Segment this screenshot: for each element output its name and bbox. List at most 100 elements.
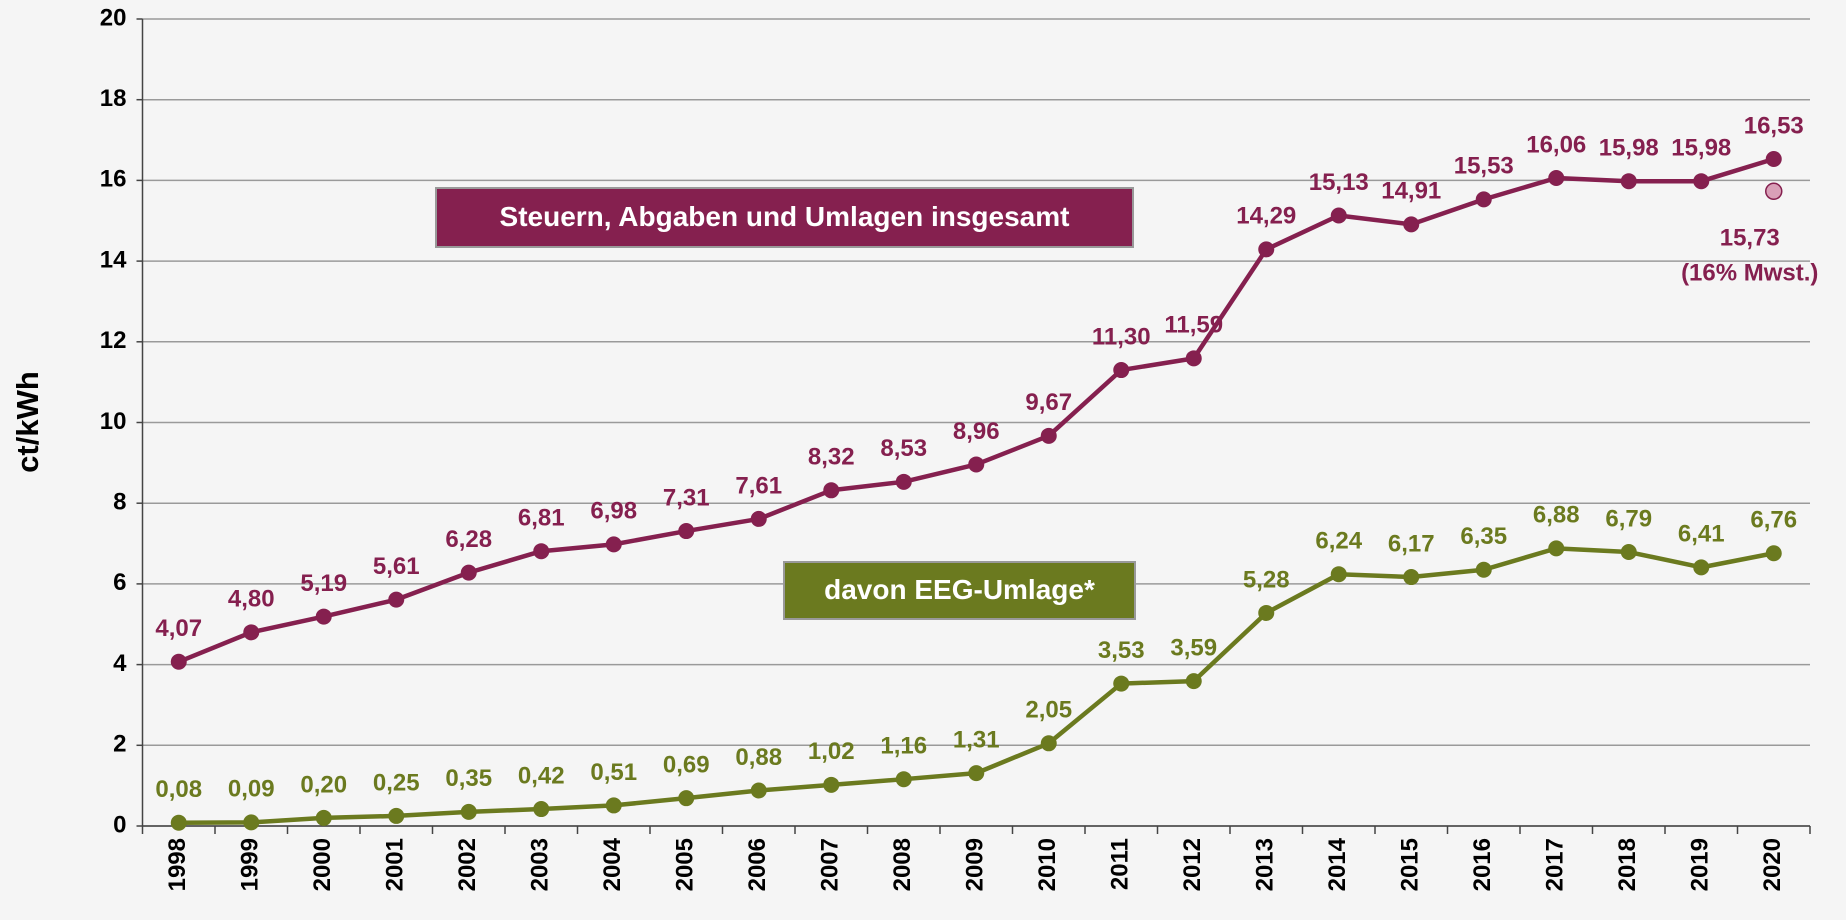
- data-point: [1620, 173, 1637, 190]
- data-label: 15,13: [1309, 169, 1369, 196]
- legend-label: davon EEG-Umlage*: [824, 574, 1095, 605]
- data-label: 5,28: [1243, 566, 1290, 593]
- data-label: 2,05: [1025, 697, 1072, 724]
- legend-box: [783, 561, 1136, 620]
- data-point: [1330, 207, 1347, 224]
- data-label: 5,61: [373, 553, 420, 580]
- data-point: [1620, 544, 1637, 561]
- data-label: 6,88: [1533, 502, 1580, 529]
- data-point: [1040, 427, 1057, 444]
- x-tick-label: 2017: [1542, 838, 1569, 891]
- data-point: [1693, 559, 1710, 576]
- data-label: 15,98: [1599, 135, 1659, 162]
- data-point: [388, 807, 405, 824]
- data-label: 14,91: [1381, 178, 1441, 205]
- x-tick-label: 2012: [1179, 838, 1206, 891]
- data-point: [895, 473, 912, 490]
- annotation-value: 15,73: [1720, 225, 1780, 252]
- data-label: 8,96: [953, 418, 1000, 445]
- data-label: 0,09: [228, 776, 275, 803]
- data-point: [1475, 561, 1492, 578]
- y-tick-label: 14: [100, 246, 127, 273]
- data-point: [750, 782, 767, 799]
- data-label: 6,35: [1460, 523, 1507, 550]
- data-label: 3,53: [1098, 637, 1145, 664]
- data-point: [1765, 151, 1782, 168]
- x-tick-label: 2002: [454, 838, 481, 891]
- x-tick-label: 2016: [1469, 838, 1496, 891]
- data-label: 16,53: [1744, 112, 1804, 139]
- x-tick-label: 2008: [889, 838, 916, 891]
- data-point: [388, 591, 405, 608]
- data-point: [1330, 566, 1347, 583]
- annotation-text: (16% Mwst.): [1681, 260, 1818, 287]
- x-tick-label: 2018: [1614, 838, 1641, 891]
- data-point: [1185, 673, 1202, 690]
- data-label: 6,24: [1315, 528, 1362, 555]
- data-point: [170, 814, 187, 831]
- y-tick-label: 16: [100, 166, 127, 193]
- y-tick-label: 2: [113, 731, 126, 758]
- x-tick-label: 2014: [1324, 837, 1351, 891]
- data-point: [460, 803, 477, 820]
- data-point: [1765, 545, 1782, 562]
- data-point: [460, 564, 477, 581]
- data-label: 7,61: [735, 472, 782, 499]
- data-label: 0,42: [518, 762, 565, 789]
- data-point: [533, 801, 550, 818]
- data-label: 15,98: [1671, 135, 1731, 162]
- x-tick-label: 2009: [962, 838, 989, 891]
- data-point: [1113, 675, 1130, 692]
- data-label: 0,35: [445, 765, 492, 792]
- x-tick-label: 2003: [527, 838, 554, 891]
- y-tick-label: 4: [113, 650, 127, 677]
- data-point: [1113, 362, 1130, 379]
- y-tick-label: 18: [100, 85, 127, 112]
- data-point: [678, 790, 695, 807]
- x-tick-label: 2001: [382, 838, 409, 891]
- data-label: 0,20: [300, 771, 347, 798]
- data-label: 4,80: [228, 586, 275, 613]
- data-point: [823, 482, 840, 499]
- y-tick-label: 10: [100, 408, 127, 435]
- x-tick-label: 2011: [1107, 838, 1134, 890]
- x-tick-label: 2013: [1252, 838, 1279, 891]
- data-label: 0,25: [373, 769, 420, 796]
- data-point: [968, 456, 985, 473]
- y-tick-label: 0: [113, 811, 126, 838]
- data-label: 1,31: [953, 726, 1000, 753]
- x-tick-label: 1999: [237, 838, 264, 891]
- data-point: [1693, 173, 1710, 190]
- data-label: 8,32: [808, 444, 855, 471]
- data-label: 8,53: [880, 435, 927, 462]
- x-tick-label: 2006: [744, 838, 771, 891]
- data-point: [1258, 241, 1275, 258]
- x-tick-label: 2000: [309, 838, 336, 891]
- data-label: 0,08: [155, 776, 202, 803]
- x-tick-label: 2020: [1759, 838, 1786, 891]
- data-label: 6,81: [518, 505, 565, 532]
- x-tick-label: 2019: [1687, 838, 1714, 891]
- y-tick-label: 6: [113, 569, 126, 596]
- data-point: [1403, 216, 1420, 233]
- data-label: 11,30: [1092, 323, 1151, 350]
- data-label: 15,53: [1454, 153, 1514, 180]
- x-tick-label: 2010: [1034, 838, 1061, 891]
- data-point: [243, 814, 260, 831]
- data-point: [533, 543, 550, 560]
- data-point: [678, 523, 695, 540]
- data-point: [968, 765, 985, 782]
- data-label: 3,59: [1170, 634, 1217, 661]
- data-label: 1,16: [880, 733, 927, 760]
- data-point: [170, 653, 187, 670]
- data-label: 6,17: [1388, 530, 1435, 557]
- data-label: 6,76: [1750, 507, 1797, 534]
- legend-box: [435, 187, 1134, 248]
- data-point: [750, 510, 767, 527]
- data-point: [1548, 540, 1565, 557]
- data-point: [605, 797, 622, 814]
- x-tick-label: 1998: [164, 838, 191, 891]
- data-point: [1475, 191, 1492, 208]
- data-point: [1040, 735, 1057, 752]
